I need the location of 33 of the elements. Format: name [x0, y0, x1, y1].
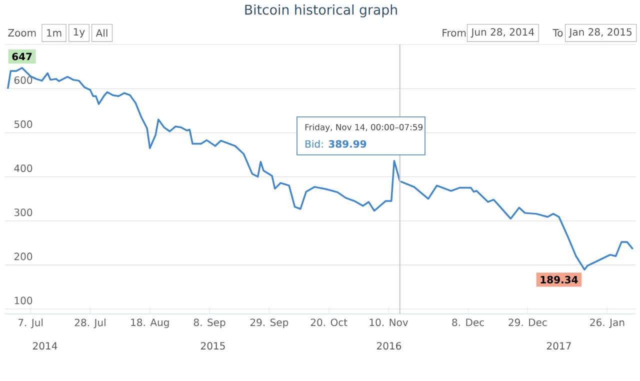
annotation: 189.34 [540, 276, 578, 284]
text: All [96, 29, 108, 37]
y-tick-label: 200 [14, 252, 32, 260]
text: 2017 [547, 342, 571, 350]
x-tick-label: 29. Sep [250, 318, 288, 328]
text: 1m [47, 29, 62, 37]
text: From [442, 29, 466, 37]
y-tick-label: 300 [14, 208, 32, 216]
text: 2014 [33, 342, 58, 350]
y-tick-label: 500 [14, 120, 32, 128]
x-tick-label: 7. Jul [18, 318, 43, 328]
y-tick-label: 100 [14, 296, 32, 304]
annotation: 647 [12, 52, 32, 60]
x-tick-label: 8. Sep [194, 318, 226, 328]
x-tick-label: 18. Aug [131, 318, 169, 328]
text: 2015 [201, 342, 225, 350]
y-tick-label: 400 [14, 164, 32, 172]
text: To [552, 29, 563, 37]
chart-title: Bitcoin historical graph [245, 4, 397, 18]
x-tick-label: 28. Jul [74, 318, 106, 328]
text: 1y [74, 28, 85, 38]
annotation: Bid: 389.99 [306, 140, 366, 148]
annotation: Friday, Nov 14, 00:00–07:59 [305, 124, 422, 132]
text: 2016 [377, 342, 402, 350]
x-tick-label: 8. Dec [452, 318, 484, 326]
text: Jun 28, 2014 [470, 28, 534, 38]
text: Zoom [8, 29, 36, 37]
x-tick-label: 20. Oct [310, 318, 348, 326]
y-tick-label: 600 [14, 76, 32, 84]
x-tick-label: 26. Jan [590, 318, 624, 328]
text: Jan 28, 2015 [568, 28, 632, 38]
x-tick-label: 29. Dec [508, 318, 547, 326]
x-tick-label: 10. Nov [370, 318, 408, 326]
